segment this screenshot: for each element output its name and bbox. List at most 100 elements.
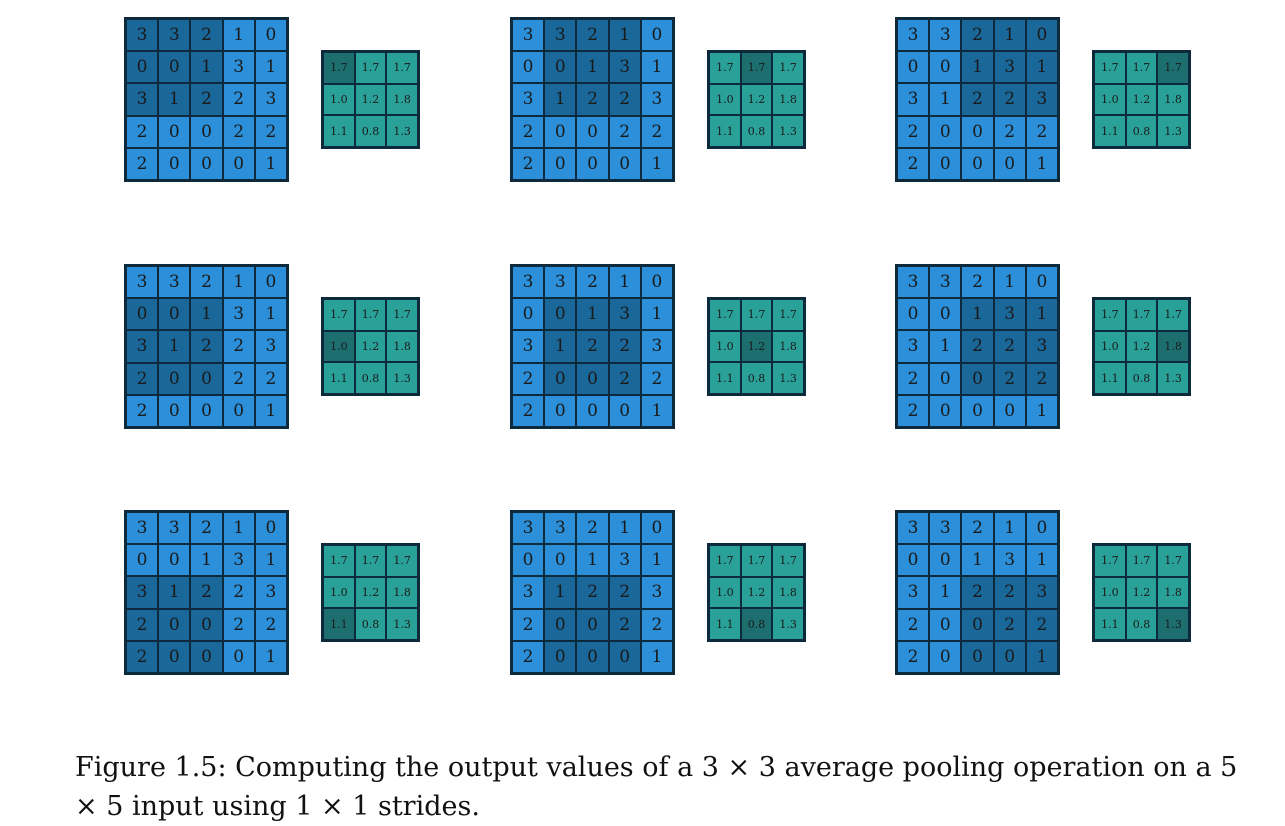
input-cell-in-window: 3 [608,51,641,84]
output-cell: 1.8 [386,83,418,116]
input-cell: 3 [158,266,191,299]
output-cell-current: 1.0 [323,330,355,363]
input-cell: 0 [929,640,962,673]
output-cell: 1.7 [354,545,387,577]
input-cell-in-window: 0 [961,608,994,641]
input-cell: 2 [608,115,641,148]
input-cell: 0 [961,147,994,180]
input-cell: 0 [961,394,994,427]
input-cell: 3 [512,512,545,545]
input-cell: 3 [512,576,545,609]
output-cell: 1.8 [1157,576,1189,609]
input-cell: 1 [640,544,673,577]
input-cell: 0 [254,266,287,299]
input-cell: 0 [512,544,545,577]
input-cell-in-window: 0 [993,640,1026,673]
output-cell-current: 1.8 [1157,330,1189,363]
input-cell: 0 [1025,266,1058,299]
input-cell: 1 [640,640,673,673]
output-grid: 1.7 1.7 1.7 1.0 1.2 1.8 1.1 0.8 1.3 [321,297,420,396]
input-cell: 3 [512,83,545,116]
output-cell: 1.0 [709,576,741,609]
input-cell-in-window: 0 [158,51,191,84]
input-cell-in-window: 0 [126,51,159,84]
input-cell: 0 [222,640,255,673]
input-cell: 1 [222,266,255,299]
output-cell: 1.1 [709,608,741,640]
input-cell: 0 [190,115,223,148]
output-cell: 1.2 [1125,576,1158,609]
input-cell-in-window: 1 [544,330,577,363]
output-cell-current: 1.7 [1157,52,1189,84]
input-cell-in-window: 2 [993,608,1026,641]
input-cell: 2 [222,115,255,148]
input-cell: 2 [222,576,255,609]
input-cell: 1 [1025,544,1058,577]
output-grid: 1.7 1.7 1.7 1.0 1.2 1.8 1.1 0.8 1.3 [321,543,420,642]
input-cell: 1 [254,298,287,331]
output-grid: 1.7 1.7 1.7 1.0 1.2 1.8 1.1 0.8 1.3 [707,543,806,642]
input-cell: 1 [608,512,641,545]
input-cell: 2 [640,115,673,148]
input-cell: 3 [158,512,191,545]
output-cell: 0.8 [1125,362,1158,394]
input-cell: 2 [961,512,994,545]
output-cell: 1.0 [1094,576,1126,609]
output-cell: 1.2 [1125,330,1158,363]
input-cell-in-window: 3 [1025,83,1058,116]
input-cell: 0 [640,19,673,52]
output-cell: 1.2 [740,83,773,116]
output-cell: 1.7 [709,52,741,84]
input-cell: 1 [222,512,255,545]
output-cell: 1.1 [323,362,355,394]
output-cell: 1.2 [1125,83,1158,116]
input-cell: 2 [512,394,545,427]
output-cell: 0.8 [354,608,387,640]
input-cell-in-window: 2 [190,576,223,609]
input-cell-in-window: 0 [576,640,609,673]
input-cell-in-window: 0 [961,362,994,395]
input-cell-in-window: 2 [576,83,609,116]
input-cell: 0 [961,115,994,148]
input-cell: 0 [158,544,191,577]
input-cell: 3 [254,330,287,363]
pooling-figure: 3 3 2 1 0 0 0 1 3 1 3 1 2 2 3 2 0 0 2 2 2 0 0 0 1 1.7 1.7 1.7 1.0 1.2… [124,17,1191,675]
input-cell-in-window: 2 [126,608,159,641]
input-cell-in-window: 0 [608,640,641,673]
input-cell-in-window: 0 [544,640,577,673]
input-cell-in-window: 1 [1025,640,1058,673]
output-cell: 1.3 [772,362,804,394]
input-cell-in-window: 3 [608,298,641,331]
output-grid: 1.7 1.7 1.7 1.0 1.2 1.8 1.1 0.8 1.3 [1092,297,1191,396]
input-cell-in-window: 1 [190,51,223,84]
input-cell-in-window: 0 [158,362,191,395]
input-cell: 0 [544,115,577,148]
output-cell: 1.8 [1157,83,1189,116]
output-cell: 1.7 [1094,52,1126,84]
output-cell: 1.8 [772,576,804,609]
input-cell: 2 [897,640,930,673]
output-cell: 1.1 [1094,362,1126,394]
input-cell: 3 [126,512,159,545]
input-cell-in-window: 1 [1025,298,1058,331]
input-cell: 0 [929,51,962,84]
input-cell: 3 [640,83,673,116]
input-cell: 2 [961,266,994,299]
input-cell: 0 [929,147,962,180]
input-cell: 2 [222,608,255,641]
input-cell-in-window: 2 [993,576,1026,609]
input-cell-in-window: 2 [608,83,641,116]
output-cell: 1.7 [386,545,418,577]
input-cell: 2 [222,362,255,395]
input-cell: 3 [222,298,255,331]
input-cell: 1 [254,640,287,673]
input-cell-in-window: 1 [158,83,191,116]
input-cell: 0 [640,266,673,299]
input-cell-in-window: 2 [961,19,994,52]
output-cell: 1.0 [1094,330,1126,363]
input-cell: 3 [897,512,930,545]
input-cell: 0 [576,147,609,180]
